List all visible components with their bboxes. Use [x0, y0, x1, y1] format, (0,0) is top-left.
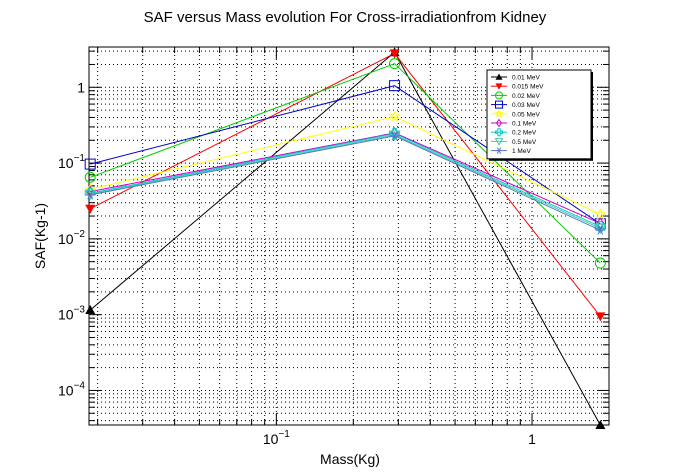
- series-line: [90, 132, 601, 224]
- legend-entry-label: 0.015 MeV: [512, 84, 544, 91]
- y-axis-label: SAF(Kg-1): [32, 203, 48, 269]
- y-tick-label: 10−1: [58, 153, 85, 171]
- series-line: [90, 63, 601, 264]
- legend-entry-label: 1 MeV: [512, 148, 531, 155]
- series-marker: [495, 147, 503, 154]
- y-tick-label: 10−4: [58, 380, 85, 398]
- series-marker: [595, 225, 606, 235]
- series-marker: [388, 110, 401, 122]
- series-marker: [494, 138, 504, 146]
- series-marker: [495, 91, 503, 100]
- plot-frame: [88, 46, 610, 426]
- series-marker: [85, 190, 96, 200]
- series-marker: [494, 108, 504, 118]
- y-tick-label: 10−3: [58, 305, 85, 323]
- series-1-mev: [85, 131, 606, 235]
- series-marker: [596, 217, 605, 230]
- series-line: [90, 133, 601, 228]
- x-tick-label: 1: [528, 431, 536, 447]
- axes: 10−1 1 10−4 10−3 10−2 10−1 1: [58, 47, 610, 447]
- series-marker: [84, 171, 96, 183]
- series-marker: [495, 118, 503, 128]
- legend-entry-label: 0.03 MeV: [512, 102, 540, 109]
- asterisk-stroke: [597, 225, 604, 235]
- series-marker: [85, 305, 96, 315]
- asterisk-stroke: [496, 147, 502, 154]
- legend-entry-label: 0.02 MeV: [512, 93, 540, 100]
- legend: 0.01 MeV 0.015 MeV 0.02 MeV 0.03 MeV 0.05 Me…: [486, 69, 593, 161]
- series-marker: [495, 100, 503, 109]
- grid: [89, 47, 610, 425]
- series-marker: [389, 58, 401, 70]
- series-marker: [495, 83, 503, 90]
- legend-entry-label: 0.5 MeV: [512, 139, 537, 146]
- series-group: [84, 47, 607, 429]
- x-tick-label: 10−1: [263, 429, 290, 447]
- series-marker: [389, 131, 400, 141]
- legend-entry-label: 0.2 MeV: [512, 130, 537, 137]
- series-0-02-mev: [84, 58, 606, 269]
- series-marker: [389, 80, 401, 92]
- series-marker: [389, 49, 400, 59]
- series-marker: [495, 73, 503, 80]
- series-0-015-mev: [85, 49, 606, 322]
- series-0-05-mev: [84, 110, 607, 220]
- series-marker: [84, 158, 96, 170]
- series-marker: [495, 128, 503, 137]
- series-line: [90, 116, 601, 215]
- plot-area-border: [88, 46, 610, 426]
- legend-entry-label: 0.1 MeV: [512, 121, 537, 128]
- legend-entry-label: 0.01 MeV: [512, 75, 540, 82]
- asterisk-stroke: [87, 190, 94, 200]
- y-tick-label: 1: [77, 79, 85, 95]
- chart-title: SAF versus Mass evolution For Cross-irra…: [144, 9, 547, 26]
- asterisk-stroke: [391, 131, 398, 141]
- legend-box: [486, 69, 592, 160]
- series-marker: [594, 257, 606, 269]
- series-line: [90, 85, 601, 225]
- series-marker: [594, 208, 607, 220]
- series-line: [90, 134, 601, 229]
- series-marker: [595, 312, 606, 322]
- legend-entry-label: 0.05 MeV: [512, 111, 540, 118]
- series-marker: [85, 204, 96, 214]
- series-marker: [84, 183, 97, 195]
- x-axis-label: Mass(Kg): [320, 451, 380, 467]
- y-tick-label: 10−2: [58, 229, 85, 247]
- series-marker: [595, 420, 606, 429]
